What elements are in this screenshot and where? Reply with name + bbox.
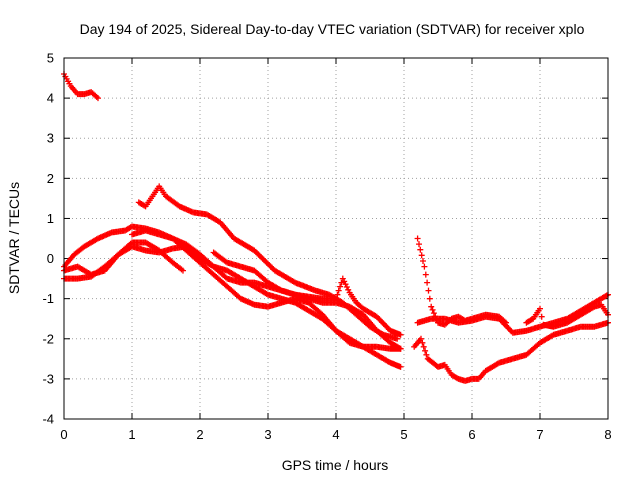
x-tick-label: 6 (468, 427, 475, 442)
series-track-3 (61, 223, 404, 352)
x-tick-label: 7 (536, 427, 543, 442)
series-track-5 (61, 239, 186, 278)
series-markers (61, 223, 404, 352)
series-track-7 (210, 249, 404, 338)
y-tick-label: -3 (42, 371, 54, 386)
series-track-8 (414, 235, 509, 328)
x-tick-label: 1 (128, 427, 135, 442)
data-series (61, 71, 611, 384)
series-markers (210, 249, 404, 338)
series-track-9 (411, 319, 611, 384)
x-tick-label: 2 (196, 427, 203, 442)
series-markers (414, 235, 509, 328)
series-track-1 (61, 71, 101, 102)
x-tick-label: 0 (60, 427, 67, 442)
x-tick-label: 3 (264, 427, 271, 442)
y-tick-label: -1 (42, 291, 54, 306)
grid-lines (64, 58, 608, 419)
y-tick-label: -2 (42, 331, 54, 346)
series-markers (523, 301, 611, 330)
y-tick-label: -4 (42, 412, 54, 427)
series-markers (411, 319, 611, 384)
y-tick-label: 0 (47, 251, 54, 266)
x-tick-label: 5 (400, 427, 407, 442)
x-tick-label: 8 (604, 427, 611, 442)
y-axis-label: SDTVAR / TECUs (6, 182, 22, 294)
y-tick-label: 5 (47, 51, 54, 66)
series-markers (61, 239, 186, 278)
series-markers (129, 227, 404, 352)
chart-title: Day 194 of 2025, Sidereal Day-to-day VTE… (80, 21, 585, 37)
axis-ticks: 0 1 2 3 4 5 6 7 8 -4 -3 -2 -1 0 1 2 3 4 5 (42, 51, 611, 443)
series-markers (61, 71, 101, 102)
y-tick-label: 1 (47, 211, 54, 226)
x-tick-label: 4 (332, 427, 339, 442)
x-axis-label: GPS time / hours (282, 457, 389, 473)
plot-frame (63, 57, 609, 420)
y-tick-label: 4 (47, 91, 54, 106)
y-tick-label: 3 (47, 131, 54, 146)
series-track-6 (129, 227, 404, 352)
y-tick-label: 2 (47, 171, 54, 186)
series-track-11 (523, 301, 611, 330)
